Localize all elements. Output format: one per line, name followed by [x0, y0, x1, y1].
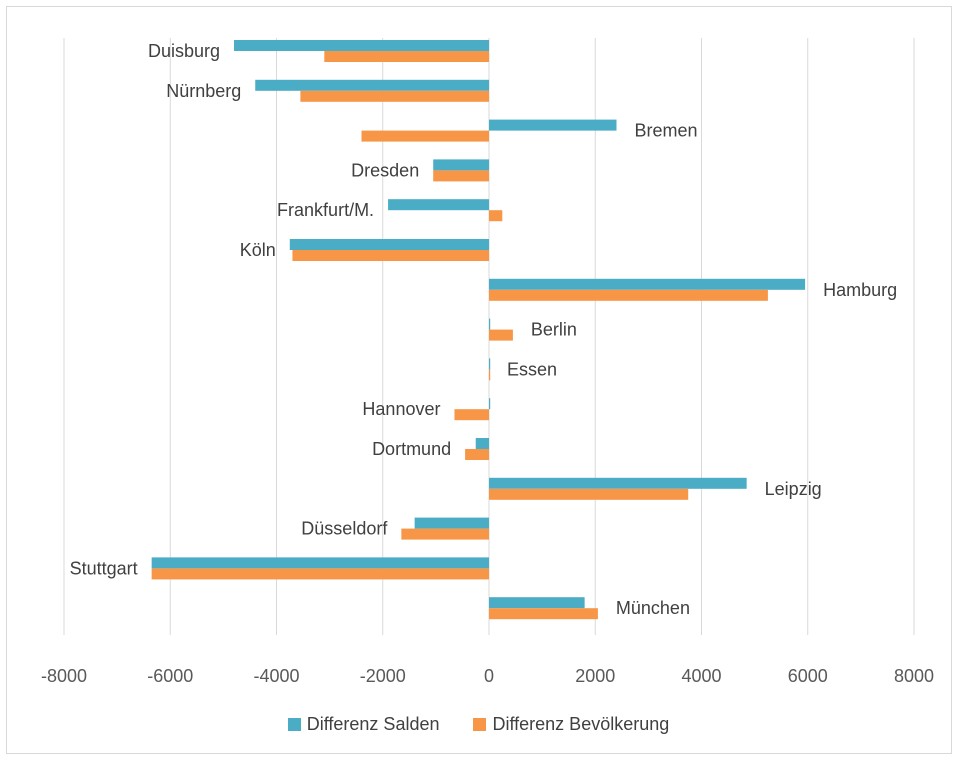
bar-salden[interactable] — [489, 278, 806, 290]
bar-bevoelkerung[interactable] — [361, 130, 490, 142]
bar-salden[interactable] — [489, 119, 617, 131]
category-label: Frankfurt/M. — [277, 200, 374, 220]
bar-bevoelkerung[interactable] — [300, 90, 489, 102]
category-label: Duisburg — [148, 41, 220, 61]
x-tick-label: -4000 — [253, 666, 299, 686]
category-label: Düsseldorf — [301, 519, 388, 539]
bar-bevoelkerung[interactable] — [454, 409, 489, 421]
bar-salden[interactable] — [255, 79, 489, 91]
bar-bevoelkerung[interactable] — [489, 210, 503, 222]
bar-bevoelkerung[interactable] — [324, 51, 489, 62]
category-label: Stuttgart — [70, 558, 138, 578]
category-label: München — [616, 598, 690, 618]
x-tick-label: 2000 — [575, 666, 615, 686]
bar-bevoelkerung[interactable] — [489, 369, 491, 381]
category-label: Köln — [240, 240, 276, 260]
category-label: Leipzig — [765, 479, 822, 499]
bar-bevoelkerung[interactable] — [489, 329, 513, 341]
bar-salden[interactable] — [489, 318, 491, 330]
legend: Differenz Salden Differenz Bevölkerung — [0, 714, 957, 735]
x-tick-label: -6000 — [147, 666, 193, 686]
bar-bevoelkerung[interactable] — [401, 528, 489, 540]
category-label: Essen — [507, 359, 557, 379]
bar-bevoelkerung[interactable] — [151, 568, 489, 580]
category-label: Hamburg — [823, 280, 897, 300]
legend-item-bevoelkerung[interactable]: Differenz Bevölkerung — [473, 714, 669, 735]
bar-bevoelkerung[interactable] — [433, 170, 489, 182]
gridlines — [63, 38, 915, 635]
bars — [151, 40, 806, 620]
bar-bevoelkerung[interactable] — [489, 289, 768, 301]
bar-bevoelkerung[interactable] — [489, 488, 689, 500]
legend-swatch-salden — [287, 718, 301, 731]
legend-label-salden: Differenz Salden — [306, 714, 440, 734]
category-label: Dortmund — [372, 439, 451, 459]
x-tick-label: -8000 — [41, 666, 87, 686]
bar-salden[interactable] — [433, 159, 489, 171]
category-label: Bremen — [635, 121, 698, 141]
bar-salden[interactable] — [151, 557, 489, 569]
bar-salden[interactable] — [475, 438, 489, 449]
bar-salden[interactable] — [489, 597, 585, 609]
category-label: Nürnberg — [166, 81, 241, 101]
x-tick-label: 0 — [484, 666, 494, 686]
category-label: Hannover — [362, 399, 440, 419]
bar-salden[interactable] — [489, 398, 491, 410]
category-labels: Duisburg Nürnberg Bremen Dresden Frankfurt/M… — [70, 41, 898, 618]
legend-swatch-bevoelkerung — [473, 718, 487, 731]
category-label: Dresden — [351, 160, 419, 180]
bar-salden[interactable] — [234, 40, 489, 51]
bar-bevoelkerung[interactable] — [465, 449, 489, 460]
legend-item-salden[interactable]: Differenz Salden — [287, 714, 440, 735]
bar-salden[interactable] — [489, 358, 491, 370]
legend-label-bevoelkerung: Differenz Bevölkerung — [492, 714, 670, 734]
bar-chart: Duisburg Nürnberg Bremen Dresden Frankfurt/M… — [41, 38, 934, 686]
x-tick-label: -2000 — [360, 666, 406, 686]
bar-salden[interactable] — [489, 477, 747, 489]
bar-salden[interactable] — [414, 517, 489, 529]
bar-bevoelkerung[interactable] — [292, 250, 489, 261]
x-tick-label: 8000 — [894, 666, 934, 686]
bar-bevoelkerung[interactable] — [489, 608, 598, 620]
x-tick-label: 6000 — [788, 666, 828, 686]
bar-salden[interactable] — [289, 239, 489, 250]
category-label: Berlin — [531, 320, 577, 340]
x-axis-tick-labels: -8000 -6000 -4000 -2000 0 2000 4000 6000 8000 — [41, 666, 934, 686]
bar-salden[interactable] — [388, 199, 489, 211]
x-tick-label: 4000 — [681, 666, 721, 686]
